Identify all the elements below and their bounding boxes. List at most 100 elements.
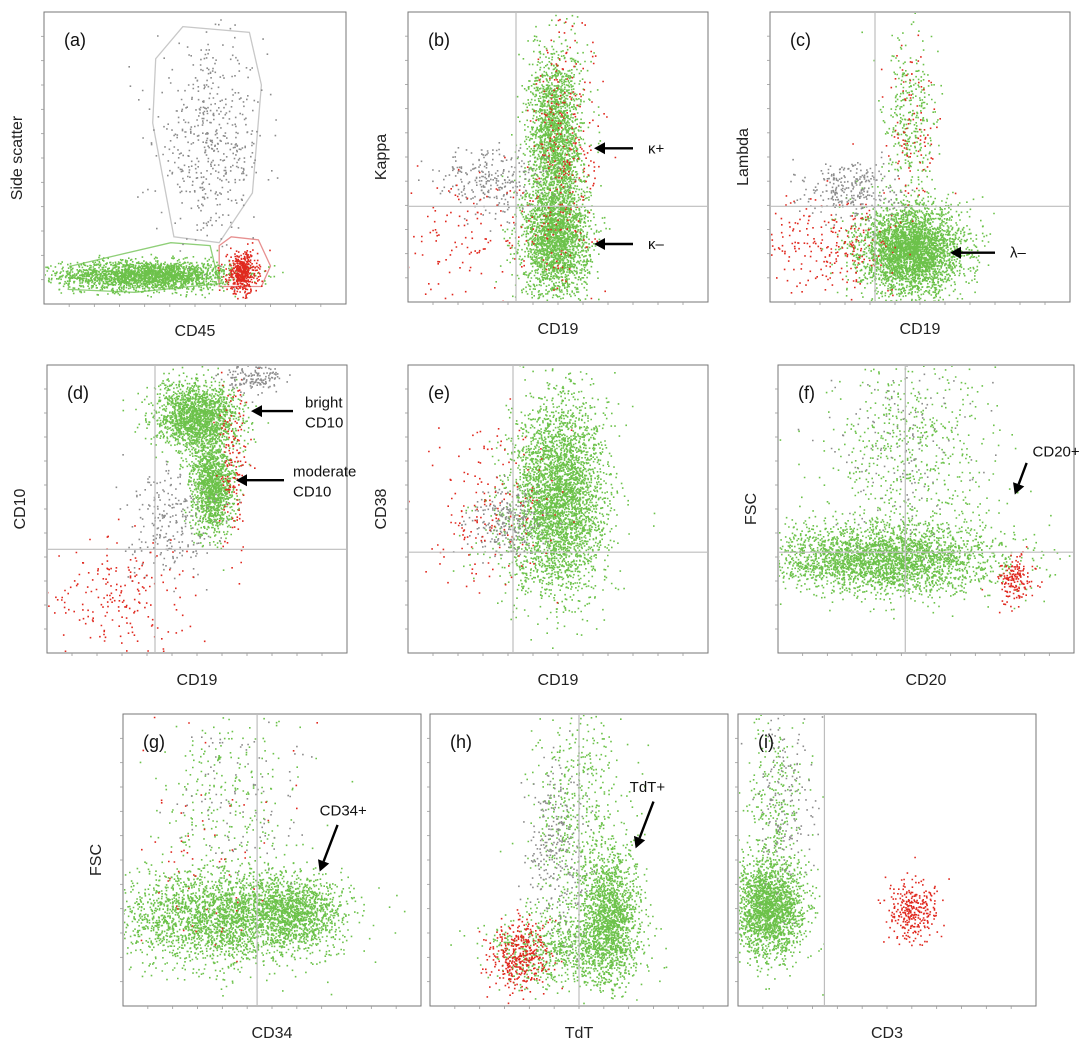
population-grey-3	[740, 715, 824, 924]
panel-label: (g)	[143, 732, 165, 752]
panel-label: (h)	[450, 732, 472, 752]
annotation-arrow	[1017, 462, 1028, 485]
x-axis-label: TdT	[565, 1025, 594, 1042]
panel-f: CD20+ (f) CD20 FSC	[743, 364, 1080, 689]
population-green-1	[739, 715, 824, 966]
population-green-1	[511, 14, 602, 288]
population-green-0	[45, 249, 284, 303]
panel-g: CD34+ (g) CD34 FSC	[88, 713, 422, 1042]
panel-label: (a)	[64, 30, 86, 50]
panel-i: (i) CD3	[735, 713, 1037, 1042]
panel-a: (a) CD45 Side scatter	[9, 11, 347, 340]
annotation-arrowhead	[950, 246, 961, 259]
annotation-label: CD34+	[320, 802, 367, 819]
annotation-label: TdT+	[630, 779, 666, 796]
population-red-2	[213, 367, 260, 585]
event-dots	[739, 715, 950, 996]
panel-label: (d)	[67, 383, 89, 403]
x-axis-label: CD45	[175, 323, 216, 340]
population-green-0	[557, 806, 654, 1005]
event-dots	[779, 366, 1071, 620]
x-axis-label: CD19	[177, 672, 218, 689]
gate-red	[218, 236, 272, 288]
annotation-arrowhead	[251, 405, 262, 418]
population-green-0	[124, 844, 406, 996]
annotation-arrowhead	[594, 142, 605, 155]
x-axis-label: CD19	[538, 672, 579, 689]
population-grey-2	[452, 475, 562, 564]
population-green-1	[452, 451, 656, 628]
annotation-label: CD10	[305, 414, 343, 431]
plot-frame	[122, 713, 422, 1007]
event-dots	[48, 366, 291, 652]
population-green-3	[861, 13, 944, 250]
annotation-label: κ–	[648, 236, 665, 253]
panel-label: (i)	[758, 732, 774, 752]
population-green-0	[821, 166, 995, 301]
panel-d: bright CD10 moderate CD10 (d) CD19 CD10	[12, 364, 356, 689]
x-axis-label: CD34	[252, 1025, 293, 1042]
population-red-3	[478, 909, 563, 1005]
population-grey-4	[518, 730, 596, 961]
y-axis-label: Kappa	[373, 134, 390, 180]
axis-ticks	[405, 35, 684, 305]
population-green-0	[739, 818, 825, 996]
plot-frame	[737, 713, 1037, 1007]
panel-h: TdT+ (h) TdT	[427, 713, 729, 1042]
event-dots	[450, 715, 668, 1005]
population-red-2	[877, 856, 950, 947]
y-axis-label: FSC	[88, 844, 105, 876]
plot-frame	[43, 11, 347, 305]
annotation-arrow	[638, 801, 655, 839]
axis-ticks	[44, 388, 323, 656]
axis-ticks	[427, 737, 704, 1009]
event-dots	[409, 14, 617, 301]
axis-ticks	[405, 388, 684, 656]
population-red-1	[217, 242, 271, 300]
population-green-0	[495, 142, 611, 301]
plot-frame	[777, 364, 1075, 654]
annotation-label: CD20+	[1033, 443, 1080, 460]
event-dots	[771, 13, 995, 301]
axis-ticks	[120, 737, 397, 1009]
annotation-label: bright	[305, 394, 343, 411]
plot-frame	[407, 364, 709, 654]
annotation-label: CD10	[293, 484, 331, 501]
y-axis-label: Lambda	[735, 128, 752, 186]
annotation-arrowhead	[318, 859, 330, 872]
panel-b: κ+ κ– (b) CD19 Kappa	[373, 11, 709, 338]
axis-ticks	[735, 737, 1012, 1009]
axis-ticks	[775, 388, 1050, 656]
population-red-2	[981, 546, 1043, 614]
y-axis-label: Side scatter	[9, 115, 26, 200]
population-grey-2	[790, 151, 914, 236]
x-axis-label: CD19	[538, 321, 579, 338]
panel-label: (b)	[428, 30, 450, 50]
population-grey-4	[213, 366, 291, 403]
x-axis-label: CD3	[871, 1025, 903, 1042]
annotation-label: λ–	[1010, 245, 1027, 262]
y-axis-label: FSC	[743, 493, 760, 525]
annotation-label: moderate	[293, 464, 356, 481]
panel-label: (f)	[798, 383, 815, 403]
axis-ticks	[41, 35, 322, 307]
y-axis-label: CD38	[373, 488, 390, 529]
annotation-arrowhead	[236, 474, 247, 487]
x-axis-label: CD19	[900, 321, 941, 338]
event-dots	[124, 715, 406, 997]
axis-ticks	[767, 35, 1046, 305]
population-green-1	[180, 416, 244, 571]
population-green-0	[465, 366, 655, 649]
panel-c: λ– (c) CD19 Lambda	[735, 11, 1071, 338]
panel-e: (e) CD19 CD38	[373, 364, 709, 689]
population-green-1	[450, 890, 668, 1000]
panel-label: (c)	[790, 30, 811, 50]
y-axis-label: CD10	[12, 488, 29, 529]
event-dots	[45, 19, 284, 303]
annotation-arrowhead	[594, 238, 605, 250]
annotation-arrowhead	[1013, 482, 1025, 495]
gate-grey	[152, 25, 263, 244]
annotation-label: κ+	[648, 140, 665, 157]
annotation-arrowhead	[633, 835, 646, 849]
